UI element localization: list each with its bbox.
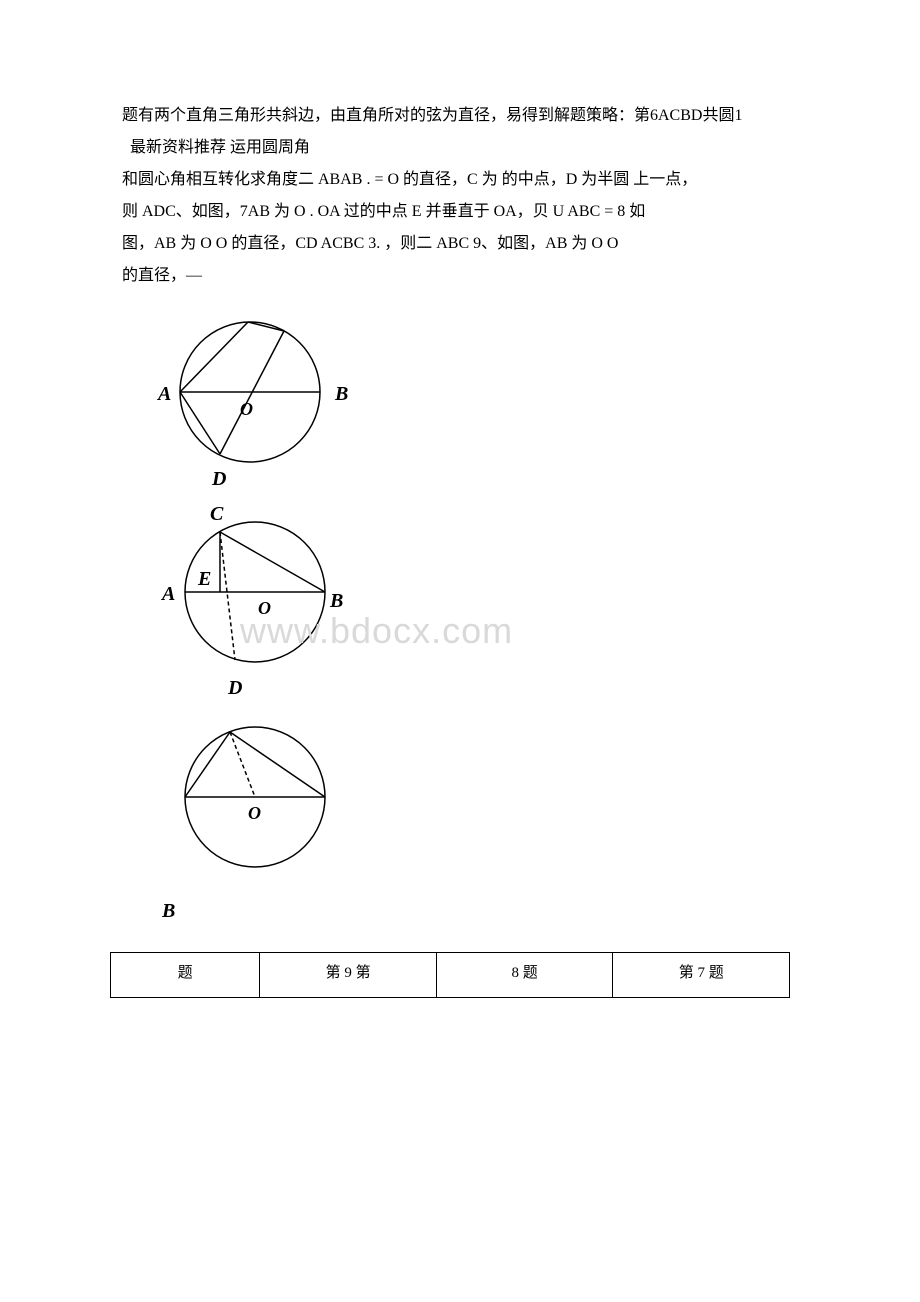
diagram-2-svg: C A B E O D xyxy=(140,502,370,702)
label-o-2: O xyxy=(258,598,271,618)
label-b-1: B xyxy=(334,383,348,405)
label-b-2: B xyxy=(329,590,343,612)
paragraph-6: 的直径，— xyxy=(90,260,830,292)
diagram-3-svg: O B xyxy=(140,707,370,922)
diagram-3: O B xyxy=(140,707,830,922)
label-o-3: O xyxy=(248,803,261,823)
line-3-3 xyxy=(230,732,255,797)
line-3-1 xyxy=(185,732,230,797)
diagram-stack: A B O D C A B E O D O B xyxy=(140,307,830,922)
table-row: 题 第 9 第 8 题 第 7 题 xyxy=(111,953,790,998)
table-cell-2: 8 题 xyxy=(436,953,613,998)
line-cb-2 xyxy=(220,532,325,592)
diagram-1-svg: A B O D xyxy=(140,307,370,497)
label-o-1: O xyxy=(240,399,253,419)
paragraph-3: 和圆心角相互转化求角度二 ABAB . = O 的直径，C 为 的中点，D 为半… xyxy=(90,164,830,196)
label-e-2: E xyxy=(197,568,211,590)
paragraph-2: 最新资料推荐 运用圆周角 xyxy=(90,132,830,164)
label-d-2: D xyxy=(227,677,242,699)
paragraph-1: 题有两个直角三角形共斜边，由直角所对的弦为直径，易得到解题策略：第6ACBD共圆… xyxy=(90,100,830,132)
label-a-2: A xyxy=(160,583,175,605)
label-d-1: D xyxy=(211,468,226,490)
line-cd-2 xyxy=(220,532,235,660)
table-cell-0: 题 xyxy=(111,953,260,998)
label-b-3: B xyxy=(161,900,175,922)
paragraph-5: 图，AB 为 O O 的直径，CD ACBC 3. ，则二 ABC 9、如图，A… xyxy=(90,228,830,260)
line-1-4 xyxy=(180,392,220,454)
line-3-2 xyxy=(230,732,325,797)
paragraph-4: 则 ADC、如图，7AB 为 O . OA 过的中点 E 并垂直于 OA，贝 U… xyxy=(90,196,830,228)
table-cell-1: 第 9 第 xyxy=(260,953,437,998)
diagram-2: C A B E O D xyxy=(140,502,830,702)
table-cell-3: 第 7 题 xyxy=(613,953,790,998)
diagram-1: A B O D xyxy=(140,307,830,497)
label-a-1: A xyxy=(156,383,171,405)
bottom-table: 题 第 9 第 8 题 第 7 题 xyxy=(110,952,790,998)
label-c-2: C xyxy=(210,503,224,525)
bottom-table-wrap: 题 第 9 第 8 题 第 7 题 xyxy=(110,952,830,998)
